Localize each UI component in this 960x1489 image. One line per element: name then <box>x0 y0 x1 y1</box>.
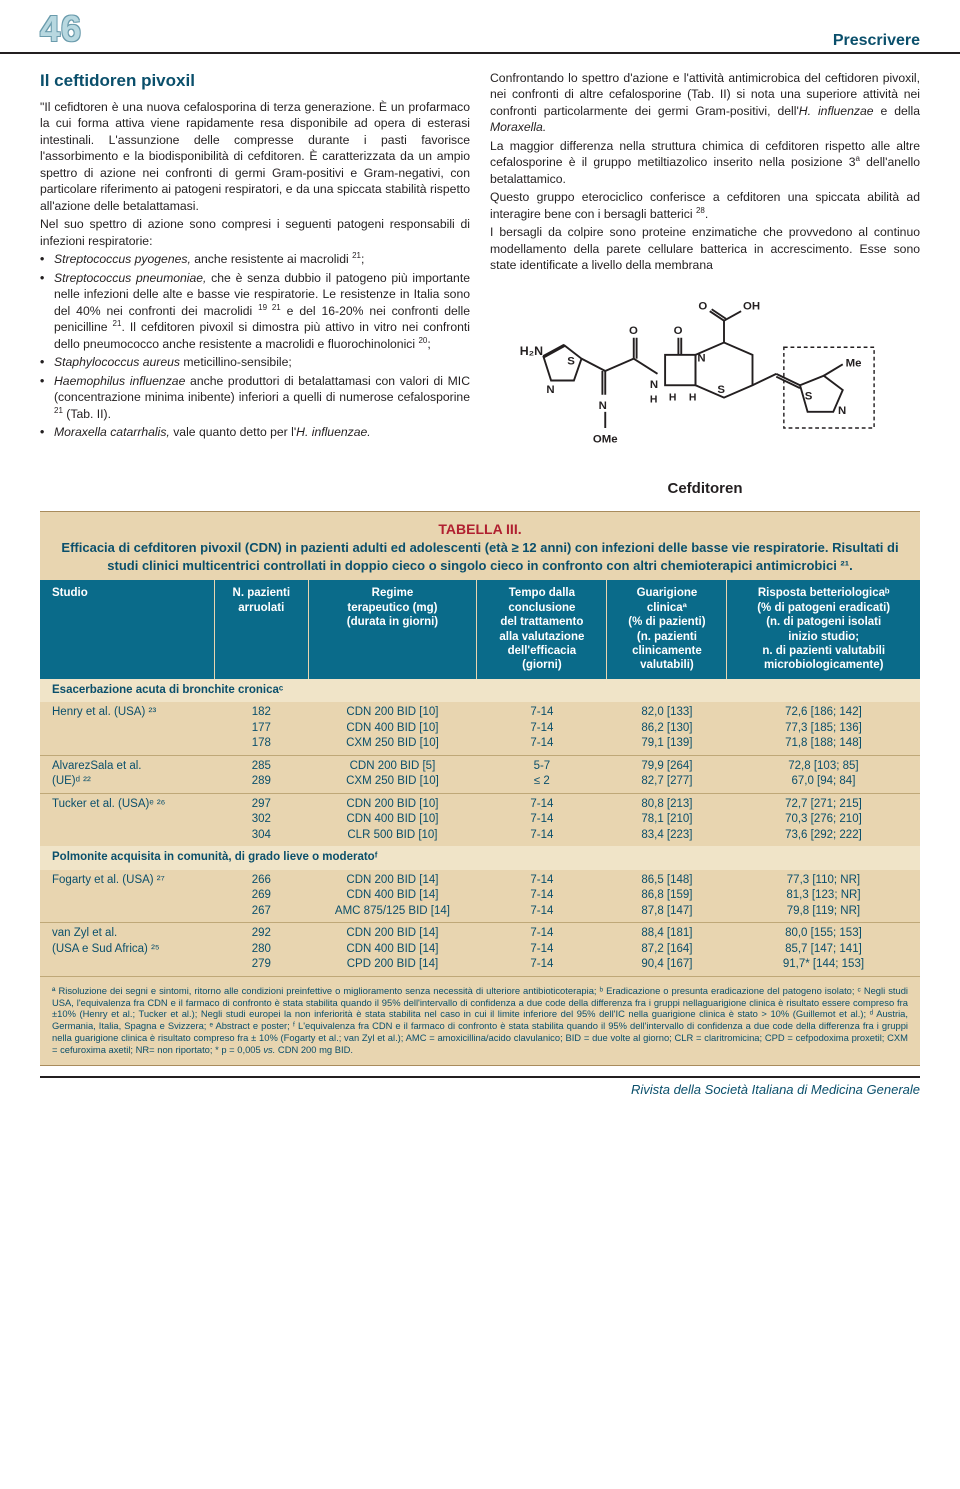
table-footnotes: ª Risoluzione dei segni e sintomi, ritor… <box>40 976 920 1066</box>
svg-text:Me: Me <box>846 357 862 369</box>
list-item: Moraxella catarrhalis, vale quanto detto… <box>54 424 470 440</box>
table-cell: 7-147-147-14 <box>477 793 607 846</box>
bullet-list: Streptococcus pyogenes, anche resistente… <box>40 251 470 440</box>
body-paragraph: Confrontando lo spettro d'azione e l'att… <box>490 70 920 136</box>
section-label: Prescrivere <box>833 32 920 50</box>
svg-text:H: H <box>650 394 658 405</box>
table-cell: 72,7 [271; 215]70,3 [276; 210]73,6 [292;… <box>727 793 920 846</box>
table-cell: 88,4 [181]87,2 [164]90,4 [167] <box>607 923 727 976</box>
svg-text:N: N <box>650 379 658 391</box>
table-cell: CDN 200 BID [10]CDN 400 BID [10]CLR 500 … <box>308 793 477 846</box>
svg-text:H: H <box>689 392 697 403</box>
table-cell: 86,5 [148]86,8 [159]87,8 [147] <box>607 870 727 923</box>
body-paragraph: Nel suo spettro di azione sono compresi … <box>40 216 470 249</box>
column-header: Regimeterapeutico (mg)(durata in giorni) <box>308 580 477 678</box>
table-cell: CDN 200 BID [10]CDN 400 BID [10]CXM 250 … <box>308 702 477 755</box>
efficacy-table: StudioN. pazientiarruolatiRegimeterapeut… <box>40 580 920 976</box>
molecule-svg: H₂N S N N OMe O N H <box>515 288 895 473</box>
table-cell: CDN 200 BID [14]CDN 400 BID [14]AMC 875/… <box>308 870 477 923</box>
svg-text:O: O <box>674 325 683 337</box>
table-cell: 72,6 [186; 142]77,3 [185; 136]71,8 [188;… <box>727 702 920 755</box>
svg-text:H₂N: H₂N <box>520 344 543 358</box>
molecule-figure: H₂N S N N OMe O N H <box>490 288 920 500</box>
svg-text:O: O <box>629 325 638 337</box>
table-cell: 5-7≤ 2 <box>477 755 607 793</box>
table-cell: CDN 200 BID [14]CDN 400 BID [14]CPD 200 … <box>308 923 477 976</box>
column-right: Confrontando lo spettro d'azione e l'att… <box>490 70 920 499</box>
column-header: Studio <box>40 580 214 678</box>
table-cell: 72,8 [103; 85]67,0 [94; 84] <box>727 755 920 793</box>
svg-text:S: S <box>567 355 575 367</box>
table-cell: 79,9 [264]82,7 [277] <box>607 755 727 793</box>
svg-text:O: O <box>698 300 707 312</box>
table-cell: 182177178 <box>214 702 308 755</box>
table-cell: Henry et al. (USA) ²³ <box>40 702 214 755</box>
molecule-label: Cefditoren <box>490 479 920 499</box>
table-cell: 297302304 <box>214 793 308 846</box>
table-cell: 80,0 [155; 153]85,7 [147; 141]91,7* [144… <box>727 923 920 976</box>
article-body: Il ceftidoren pivoxil "Il cefidtoren è u… <box>0 54 960 511</box>
table-subheading: Polmonite acquisita in comunità, di grad… <box>40 846 920 870</box>
table-cell: 7-147-147-14 <box>477 870 607 923</box>
table-cell: 292280279 <box>214 923 308 976</box>
table-cell: Tucker et al. (USA)ᵉ ²⁶ <box>40 793 214 846</box>
body-paragraph: I bersagli da colpire sono proteine enzi… <box>490 224 920 273</box>
table-cell: 80,8 [213]78,1 [210]83,4 [223] <box>607 793 727 846</box>
column-header: Guarigioneclinicaª(% di pazienti)(n. paz… <box>607 580 727 678</box>
column-header: N. pazientiarruolati <box>214 580 308 678</box>
table-cell: 7-147-147-14 <box>477 923 607 976</box>
list-item: Streptococcus pneumoniae, che è senza du… <box>54 270 470 353</box>
body-paragraph: "Il cefidtoren è una nuova cefalosporina… <box>40 99 470 214</box>
table-cell: 266269267 <box>214 870 308 923</box>
table-cell: 7-147-147-14 <box>477 702 607 755</box>
table-subheading: Esacerbazione acuta di bronchite cronica… <box>40 679 920 703</box>
svg-text:S: S <box>805 390 813 402</box>
article-title: Il ceftidoren pivoxil <box>40 70 470 93</box>
page-header: 46 Prescrivere <box>0 0 960 54</box>
svg-text:N: N <box>546 384 554 396</box>
column-header: Risposta betteriologicaᵇ(% di patogeni e… <box>727 580 920 678</box>
table-cell: 77,3 [110; NR]81,3 [123; NR]79,8 [119; N… <box>727 870 920 923</box>
table-cell: van Zyl et al.(USA e Sud Africa) ²⁵ <box>40 923 214 976</box>
svg-text:OMe: OMe <box>593 433 618 445</box>
table-3: TABELLA III. Efficacia di cefditoren piv… <box>40 511 920 1066</box>
body-paragraph: Questo gruppo eterociclico conferisce a … <box>490 189 920 222</box>
list-item: Staphylococcus aureus meticillino-sensib… <box>54 354 470 370</box>
table-cell: Fogarty et al. (USA) ²⁷ <box>40 870 214 923</box>
column-header: Tempo dallaconclusionedel trattamentoall… <box>477 580 607 678</box>
table-cell: 82,0 [133]86,2 [130]79,1 [139] <box>607 702 727 755</box>
table-cell: AlvarezSala et al.(UE)ᵈ ²² <box>40 755 214 793</box>
table-cell: 285289 <box>214 755 308 793</box>
list-item: Haemophilus influenzae anche produttori … <box>54 373 470 422</box>
svg-text:N: N <box>697 352 705 364</box>
list-item: Streptococcus pyogenes, anche resistente… <box>54 251 470 268</box>
svg-text:N: N <box>599 400 607 412</box>
page-footer: Rivista della Società Italiana di Medici… <box>40 1076 920 1109</box>
svg-text:H: H <box>669 392 677 403</box>
table-cell: CDN 200 BID [5]CXM 250 BID [10] <box>308 755 477 793</box>
page-number: 46 <box>40 8 82 50</box>
svg-text:OH: OH <box>743 300 760 312</box>
svg-text:S: S <box>717 384 725 396</box>
column-left: Il ceftidoren pivoxil "Il cefidtoren è u… <box>40 70 470 499</box>
body-paragraph: La maggior differenza nella struttura ch… <box>490 138 920 187</box>
svg-text:N: N <box>838 405 846 417</box>
table-title: TABELLA III. Efficacia di cefditoren piv… <box>40 512 920 580</box>
